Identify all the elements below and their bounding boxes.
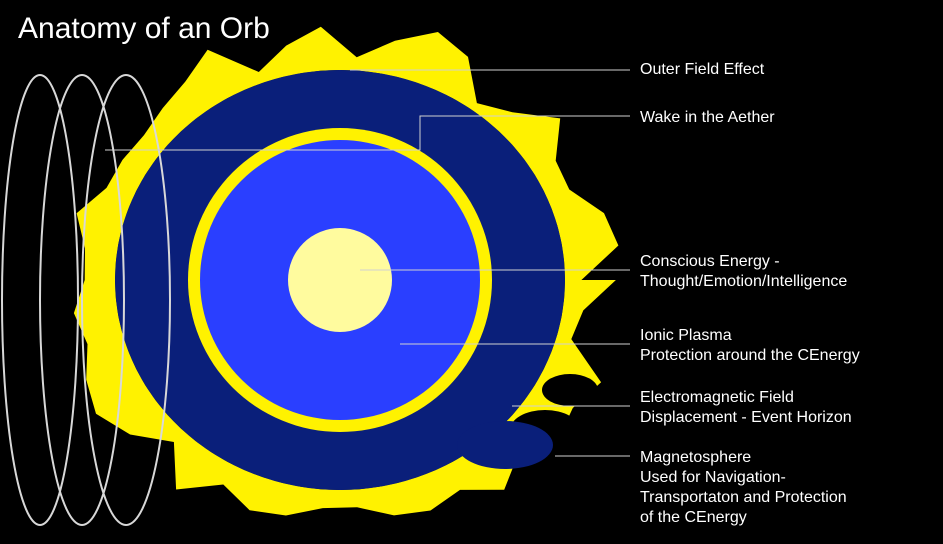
label-plasma: Ionic Plasma Protection around the CEner… [640,326,860,366]
label-em-field: Electromagnetic Field Displacement - Eve… [640,388,852,428]
label-core: Conscious Energy - Thought/Emotion/Intel… [640,252,847,292]
corona-shadow [457,421,553,469]
label-outer-field: Outer Field Effect [640,60,764,80]
orb-layer-core-conscious-energy [288,228,392,332]
label-wake: Wake in the Aether [640,108,775,128]
diagram-title: Anatomy of an Orb [18,12,270,46]
diagram-stage: Anatomy of an Orb Outer Field Effect Wake… [0,0,943,544]
label-magnetosphere: Magnetosphere Used for Navigation- Trans… [640,448,847,528]
corona-bite [542,374,598,406]
